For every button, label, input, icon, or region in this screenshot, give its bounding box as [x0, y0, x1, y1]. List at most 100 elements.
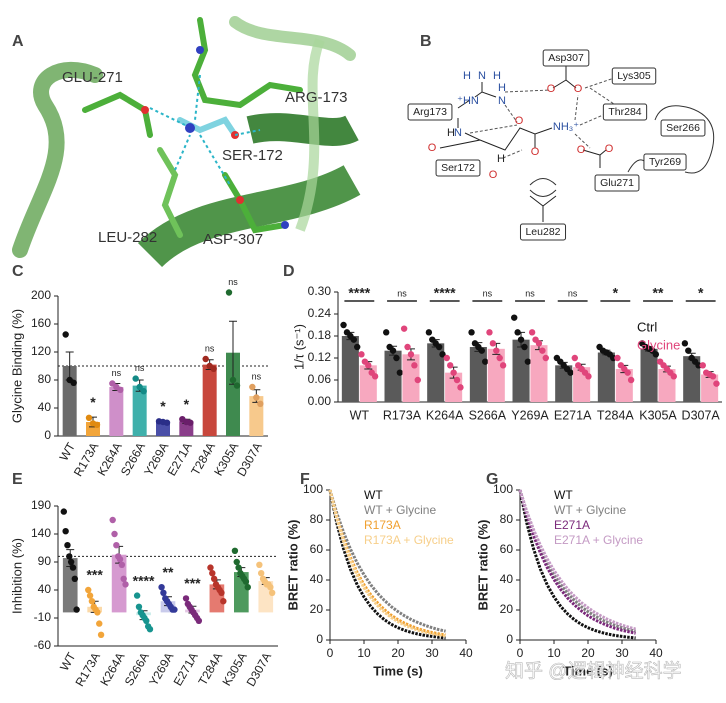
- data-point: [207, 564, 214, 571]
- residue-label: GLU-271: [62, 69, 123, 86]
- x-axis-title: Time (s): [373, 663, 423, 678]
- data-point: [233, 558, 240, 566]
- residue-box: [660, 119, 706, 137]
- data-point: [93, 421, 101, 428]
- residue-label: Leu282: [525, 226, 560, 238]
- series-line: [518, 489, 636, 631]
- data-point: [627, 376, 635, 384]
- data-point: [411, 362, 418, 369]
- residue-label: LEU-282: [98, 229, 157, 246]
- nitrogen-atom: [281, 221, 289, 229]
- significance-label: ***: [184, 575, 201, 591]
- x-tick-label: WT: [350, 408, 370, 422]
- x-tick-label: 30: [425, 646, 439, 660]
- data-point: [400, 325, 408, 332]
- data-point: [489, 340, 497, 347]
- bar: [512, 339, 530, 402]
- data-point: [231, 547, 239, 554]
- data-point: [143, 617, 150, 624]
- legend-label: WT: [364, 488, 383, 502]
- panel-label: G: [486, 471, 498, 488]
- data-point: [528, 329, 536, 336]
- data-point: [514, 329, 521, 336]
- y-tick-label: 0.12: [308, 350, 332, 364]
- atom-label: H: [463, 70, 471, 82]
- bar: [640, 348, 658, 402]
- data-point: [73, 606, 80, 613]
- nitrogen-atom: [196, 46, 204, 54]
- data-point: [567, 369, 574, 376]
- atom-label: H: [493, 70, 501, 82]
- data-point: [257, 400, 264, 407]
- significance-label: *: [698, 285, 704, 301]
- x-tick-label: R173A: [383, 408, 422, 422]
- data-point: [482, 358, 489, 365]
- data-point: [425, 329, 433, 336]
- y-tick-label: 100: [303, 482, 323, 496]
- y-tick-label: 100: [493, 482, 513, 496]
- data-point: [624, 369, 631, 376]
- hydrophobic-arc: [529, 178, 557, 197]
- data-point: [120, 575, 127, 582]
- x-tick-label: 20: [581, 646, 595, 660]
- oxygen-atom: [141, 106, 149, 114]
- data-point: [713, 380, 720, 387]
- data-point: [160, 589, 167, 596]
- atom-label: O: [531, 146, 540, 158]
- data-point: [117, 386, 124, 393]
- data-point: [407, 351, 415, 358]
- legend-label: E271A: [554, 518, 590, 532]
- data-point: [66, 553, 73, 560]
- y-tick-label: 0.06: [308, 372, 332, 386]
- data-point: [340, 321, 347, 329]
- y-tick-label: 0: [44, 428, 51, 442]
- atom-label: NH₃⁺: [553, 121, 579, 133]
- data-point: [85, 586, 92, 594]
- x-tick-label: 0: [327, 646, 334, 660]
- panel-label: E: [12, 471, 23, 488]
- bar: [615, 369, 633, 402]
- data-point: [242, 578, 250, 585]
- panel-label: C: [12, 263, 24, 280]
- y-tick-label: 140: [31, 526, 51, 540]
- data-point: [350, 336, 357, 343]
- significance-label: ns: [135, 363, 145, 373]
- legend-label: WT + Glycine: [364, 503, 436, 517]
- data-point: [233, 382, 241, 389]
- data-point: [225, 289, 233, 296]
- data-point: [202, 355, 209, 363]
- protein-ribbon: [295, 38, 325, 232]
- bar: [469, 347, 487, 402]
- residue-label: Ser172: [441, 162, 475, 174]
- data-point: [256, 561, 263, 568]
- bar: [62, 558, 78, 613]
- data-point: [244, 584, 251, 591]
- data-point: [524, 358, 532, 365]
- data-point: [111, 530, 118, 538]
- y-tick-label: 190: [31, 498, 51, 512]
- y-tick-label: -10: [34, 610, 52, 624]
- y-tick-label: 80: [500, 512, 514, 526]
- significance-label: **: [653, 285, 664, 301]
- data-point: [257, 570, 265, 577]
- y-axis-title: BRET ratio (%): [285, 520, 300, 611]
- significance-label: ns: [568, 288, 578, 298]
- data-point: [70, 379, 77, 386]
- residue-label: Tyr269: [649, 156, 681, 168]
- residue-label: Ser266: [666, 122, 700, 134]
- legend-label: Glycine: [637, 337, 680, 352]
- x-tick-label: K264A: [426, 408, 464, 422]
- residue-label: ASP-307: [203, 231, 263, 248]
- residue-box: [519, 223, 567, 241]
- residue-box: [643, 153, 687, 171]
- significance-label: *: [90, 394, 96, 410]
- data-point: [88, 598, 96, 605]
- atom-label: N: [498, 95, 506, 107]
- atom-label: N: [454, 127, 462, 139]
- data-point: [517, 336, 525, 343]
- series-line: [328, 489, 446, 638]
- data-point: [249, 383, 256, 391]
- significance-label: ns: [228, 277, 238, 287]
- protein-ribbon: [229, 16, 356, 61]
